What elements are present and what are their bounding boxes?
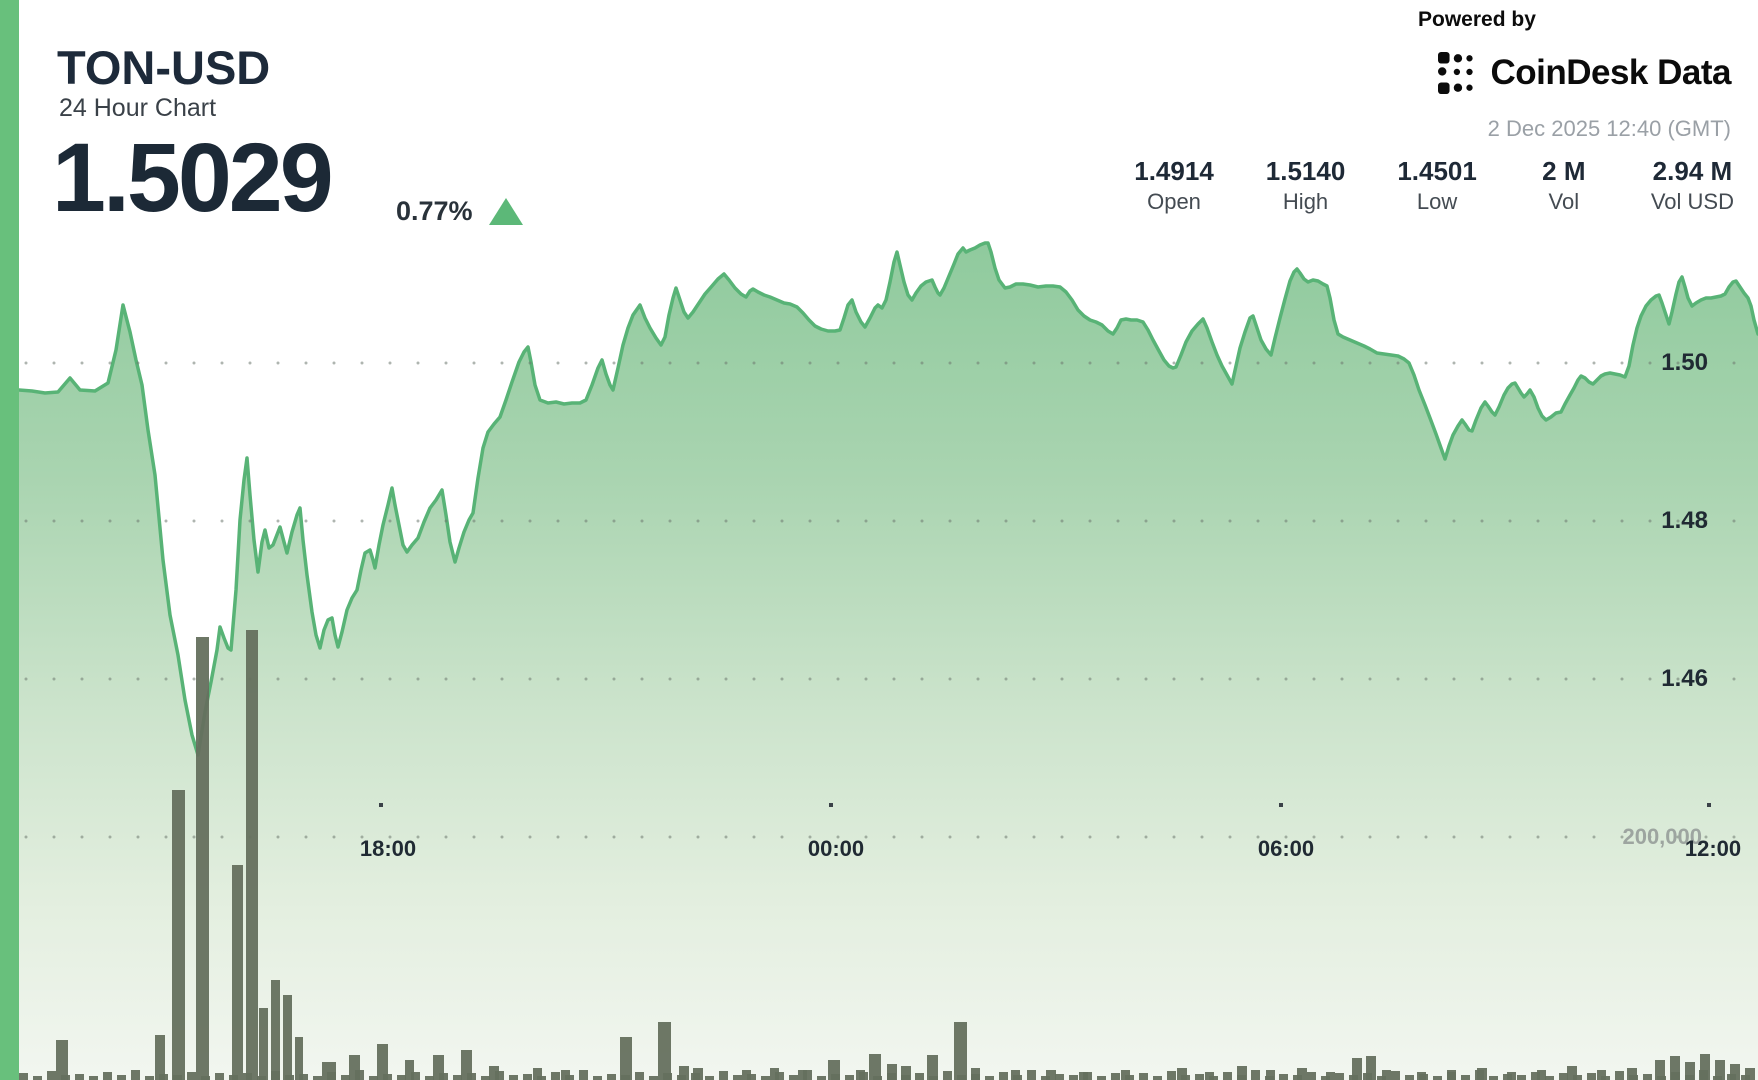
stat-open: 1.4914 Open — [1134, 156, 1214, 218]
coindesk-logo-text: CoinDesk Data — [1490, 53, 1731, 92]
stat-low: 1.4501 Low — [1397, 156, 1477, 218]
powered-by-label: Powered by — [1418, 8, 1536, 31]
stat-volume-usd-label: Vol USD — [1650, 189, 1734, 214]
y-axis-label-146: 1.46 — [1661, 665, 1708, 692]
price-change-percent: 0.77% — [396, 196, 473, 226]
x-axis-label-1800: 18:00 — [359, 836, 417, 861]
x-axis-label-1200: 12:00 — [1684, 836, 1742, 861]
ohlc-stats-row: 1.4914 Open 1.5140 High 1.4501 Low 2 M V… — [1134, 156, 1734, 218]
coindesk-data-logo: CoinDesk Data — [1438, 52, 1731, 94]
coindesk-logo-icon — [1438, 52, 1474, 94]
price-change: 0.77% — [396, 196, 523, 227]
y-axis-label-148: 1.48 — [1661, 507, 1708, 534]
left-accent-bar — [0, 0, 19, 1080]
stat-high-label: High — [1282, 189, 1329, 214]
volume-axis-label: 200,000 — [1622, 824, 1702, 849]
chart-subtitle: 24 Hour Chart — [59, 94, 217, 122]
up-arrow-icon — [488, 198, 523, 225]
stat-open-label: Open — [1147, 189, 1201, 214]
y-axis-label-150: 1.50 — [1661, 349, 1708, 376]
current-price: 1.5029 — [52, 123, 334, 232]
x-axis-label-0600: 06:00 — [1257, 836, 1315, 861]
stat-high: 1.5140 High — [1266, 156, 1346, 218]
stat-volume-label: Vol — [1548, 189, 1580, 214]
stat-low-value: 1.4501 — [1397, 156, 1477, 186]
timestamp: 2 Dec 2025 12:40 (GMT) — [1487, 116, 1731, 141]
stat-high-value: 1.5140 — [1265, 156, 1346, 186]
stat-open-value: 1.4914 — [1134, 156, 1214, 186]
stat-volume-value: 2 M — [1542, 156, 1586, 186]
stat-volume-usd-value: 2.94 M — [1652, 156, 1733, 186]
page-title: TON-USD — [57, 41, 271, 94]
x-axis-label-0000: 00:00 — [807, 836, 865, 861]
stat-low-label: Low — [1416, 189, 1458, 214]
stat-volume: 2 M Vol — [1529, 156, 1599, 218]
stat-volume-usd: 2.94 M Vol USD — [1651, 156, 1734, 218]
